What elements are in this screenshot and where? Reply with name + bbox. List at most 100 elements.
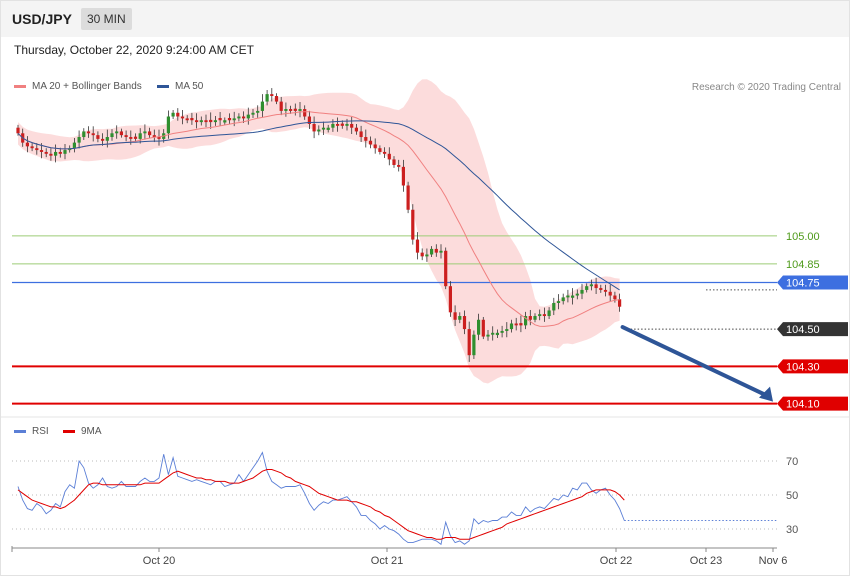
candle-body — [293, 108, 297, 111]
candle-body — [166, 116, 170, 134]
candle-body — [317, 129, 321, 132]
forecast-arrow-head — [759, 386, 773, 402]
candle-body — [575, 293, 579, 296]
candle-body — [44, 151, 48, 154]
candle-body — [110, 133, 114, 138]
level-label-104-50: 104.50 — [786, 324, 820, 336]
candle-body — [411, 209, 415, 240]
candle-body — [373, 144, 377, 149]
candle-body — [77, 137, 81, 143]
candles-group — [16, 88, 622, 362]
x-tick-label: Oct 21 — [371, 555, 403, 567]
candle-body — [392, 159, 396, 165]
rsi-tick-70: 70 — [786, 456, 798, 468]
candle-body — [129, 137, 133, 139]
level-label-104-75: 104.75 — [786, 277, 820, 289]
candle-body — [453, 312, 457, 320]
x-tick-label: Oct 20 — [143, 555, 175, 567]
level-tag-104-30 — [777, 359, 848, 374]
candle-body — [387, 153, 391, 160]
candle-body — [58, 151, 62, 154]
candle-body — [101, 138, 105, 141]
candle-body — [133, 136, 138, 139]
candle-body — [119, 131, 123, 136]
candle-body — [472, 334, 476, 356]
candle-body — [542, 314, 546, 317]
candle-body — [284, 109, 288, 111]
candle-body — [260, 101, 264, 111]
candle-body — [242, 116, 246, 119]
candle-body — [491, 332, 495, 335]
candle-body — [383, 151, 387, 154]
candle-body — [218, 118, 222, 121]
level-tag-104-10 — [777, 396, 848, 411]
candle-body — [138, 133, 142, 139]
candle-body — [364, 137, 368, 141]
candle-body — [552, 302, 556, 311]
candle-body — [603, 289, 608, 292]
candle-body — [528, 316, 532, 320]
legend-rsi-swatch — [14, 429, 26, 433]
candle-body — [321, 127, 326, 130]
candle-body — [368, 140, 373, 145]
legend-ma20: MA 20 + Bollinger Bands — [14, 81, 142, 92]
candle-body — [171, 112, 175, 117]
candle-body — [467, 329, 471, 356]
candle-body — [340, 123, 344, 126]
candle-body — [420, 252, 424, 257]
candle-body — [481, 319, 485, 337]
candle-body — [180, 116, 185, 119]
candle-body — [298, 109, 302, 111]
candle-body — [16, 127, 20, 134]
candle-body — [566, 295, 570, 298]
candle-body — [401, 166, 405, 186]
bollinger-band — [18, 79, 620, 384]
level-tag-104-50 — [777, 322, 848, 337]
legend-9ma-swatch — [63, 429, 75, 433]
candle-body — [35, 148, 39, 151]
level-label-104-85: 104.85 — [786, 259, 820, 271]
header-bar: USD/JPY 30 MIN — [1, 1, 849, 37]
candle-body — [227, 118, 232, 121]
candle-body — [533, 316, 537, 320]
candle-body — [82, 131, 86, 138]
candle-body — [509, 323, 514, 330]
candle-body — [477, 319, 481, 335]
candle-body — [86, 131, 91, 134]
candle-body — [397, 164, 401, 167]
candle-body — [49, 153, 53, 156]
candle-body — [561, 297, 565, 302]
levels-group — [12, 235, 777, 405]
candle-body — [204, 120, 208, 123]
ma50-line — [17, 120, 620, 291]
candle-body — [105, 137, 109, 141]
level-labels: 105.00 104.85 104.75 104.50 104.30 104.10 — [777, 231, 848, 411]
candle-body — [524, 316, 528, 326]
candle-body — [54, 151, 58, 156]
candle-body — [599, 288, 603, 290]
candle-body — [538, 314, 542, 317]
candle-body — [500, 330, 504, 333]
candle-body — [312, 123, 316, 132]
candle-body — [289, 109, 293, 111]
level-label-105-00: 105.00 — [786, 231, 820, 243]
legend-rsi-label: RSI — [32, 426, 49, 437]
candle-body — [25, 142, 29, 147]
candle-body — [209, 119, 213, 123]
x-tick-label: Oct 23 — [690, 555, 722, 567]
candle-body — [415, 239, 420, 253]
candle-body — [618, 299, 622, 307]
credit-text: Research © 2020 Trading Central — [691, 82, 841, 93]
x-axis: Oct 20 Oct 21 Oct 22 Oct 23 Nov 6 — [11, 546, 787, 567]
candle-body — [406, 185, 410, 210]
candle-body — [237, 116, 241, 119]
candle-body — [96, 135, 100, 139]
legend-ma20-swatch — [14, 84, 26, 88]
timeframe-badge[interactable]: 30 MIN — [81, 8, 132, 30]
legend-rsi: RSI — [14, 426, 49, 437]
candle-body — [495, 332, 499, 336]
candle-body — [326, 127, 330, 130]
candle-body — [430, 248, 434, 255]
candle-body — [148, 131, 152, 136]
